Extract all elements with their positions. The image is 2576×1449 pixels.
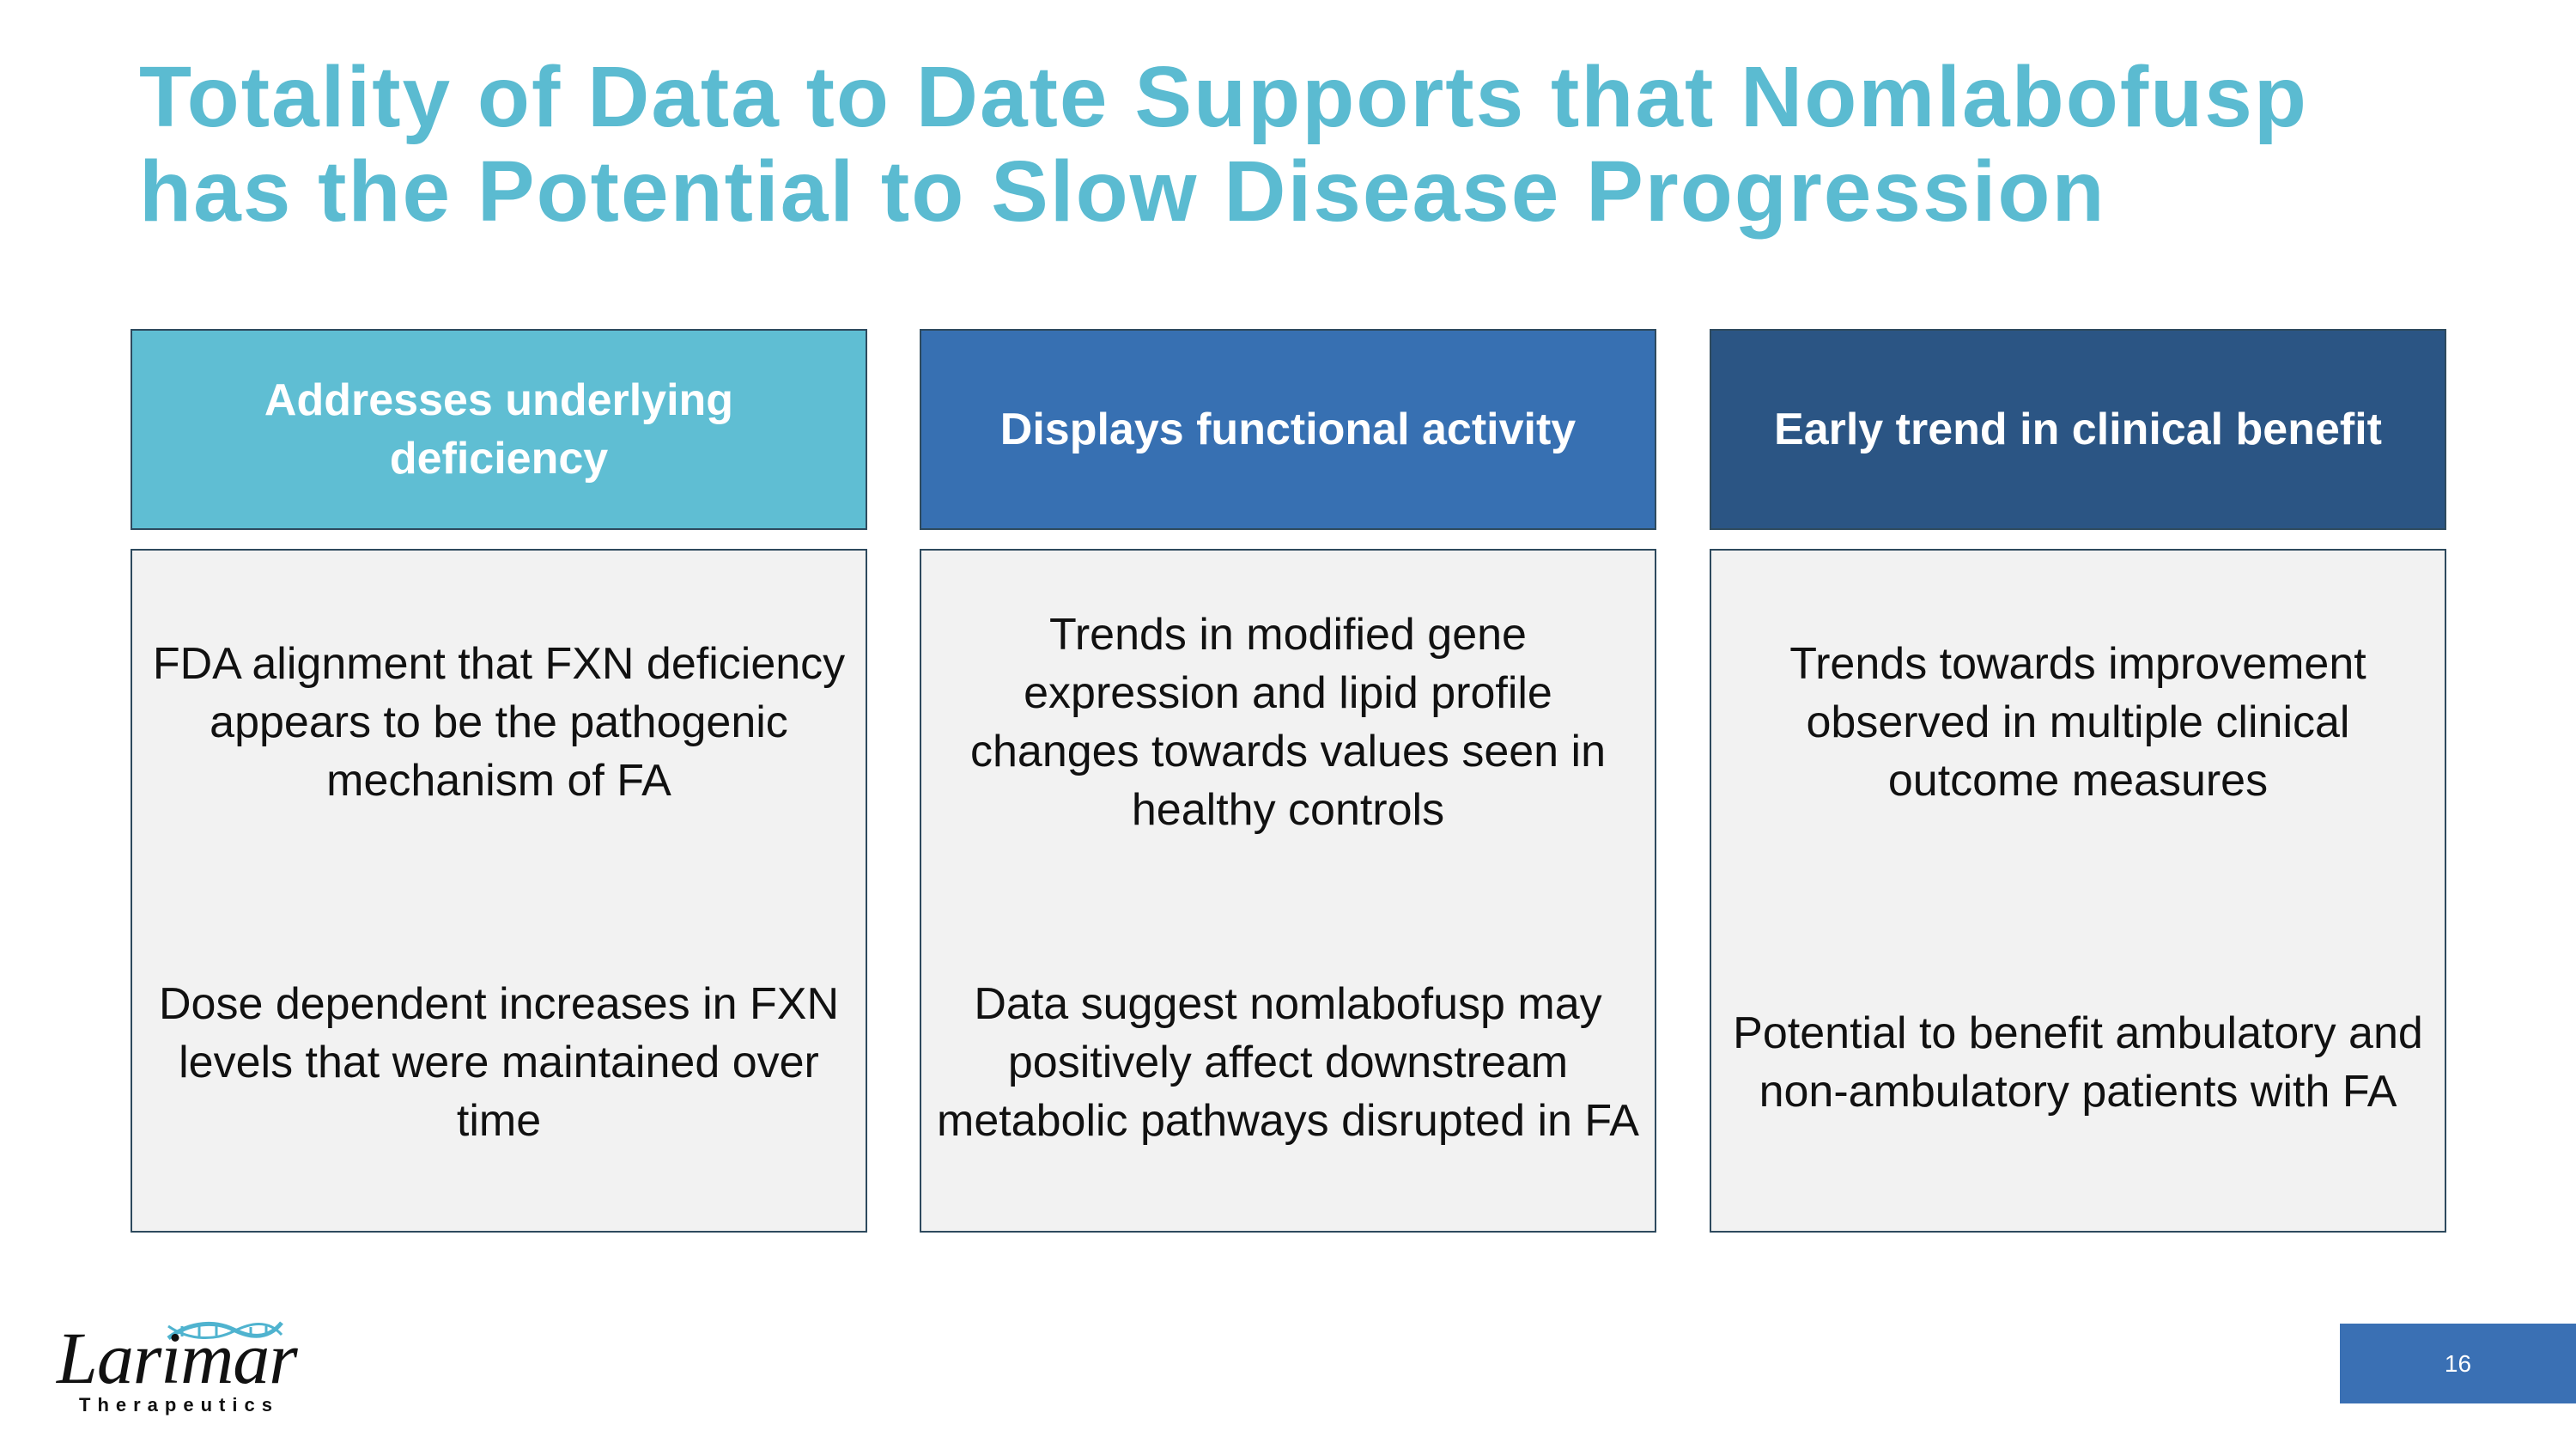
- cell-text: Trends towards improvement observed in m…: [1789, 639, 2366, 806]
- company-logo: Larimar Therapeutics: [53, 1314, 311, 1417]
- column-cell-bottom: Data suggest nomlabofusp may positively …: [921, 891, 1655, 1234]
- column-cell-top: Trends towards improvement observed in m…: [1711, 551, 2445, 894]
- column-header-label: Addresses underlying deficiency: [264, 375, 734, 484]
- cell-text: Potential to benefit ambulatory and non-…: [1733, 1008, 2423, 1117]
- column-cell-top: FDA alignment that FXN deficiency appear…: [132, 551, 866, 894]
- column-body-deficiency: FDA alignment that FXN deficiency appear…: [131, 549, 867, 1233]
- slide-title-line-1: Totality of Data to Date Supports that N…: [139, 49, 2308, 145]
- page-number-badge: 16: [2340, 1324, 2576, 1403]
- logo-subtitle: Therapeutics: [79, 1394, 279, 1416]
- column-cell-bottom: Dose dependent increases in FXN levels t…: [132, 891, 866, 1234]
- column-header-clinical-benefit: Early trend in clinical benefit: [1710, 329, 2446, 530]
- column-header-deficiency: Addresses underlying deficiency: [131, 329, 867, 530]
- column-header-label: Early trend in clinical benefit: [1774, 405, 2382, 454]
- column-body-functional-activity: Trends in modified gene expression and l…: [920, 549, 1656, 1233]
- column-body-clinical-benefit: Trends towards improvement observed in m…: [1710, 549, 2446, 1233]
- dna-helix-icon: [167, 1321, 283, 1341]
- column-cell-top: Trends in modified gene expression and l…: [921, 551, 1655, 894]
- slide-title-line-2: has the Potential to Slow Disease Progre…: [139, 143, 2106, 240]
- column-header-label: Displays functional activity: [999, 405, 1577, 454]
- cell-text: Dose dependent increases in FXN levels t…: [158, 979, 839, 1146]
- cell-text: Data suggest nomlabofusp may positively …: [937, 979, 1639, 1146]
- slide-title: Totality of Data to Date Supports that N…: [139, 50, 2458, 239]
- logo-wordmark: Larimar: [57, 1317, 298, 1399]
- cell-text: Trends in modified gene expression and l…: [969, 610, 1606, 835]
- page-number: 16: [2444, 1349, 2472, 1377]
- cell-text: FDA alignment that FXN deficiency appear…: [152, 639, 846, 806]
- column-cell-bottom: Potential to benefit ambulatory and non-…: [1711, 891, 2445, 1234]
- column-header-functional-activity: Displays functional activity: [920, 329, 1656, 530]
